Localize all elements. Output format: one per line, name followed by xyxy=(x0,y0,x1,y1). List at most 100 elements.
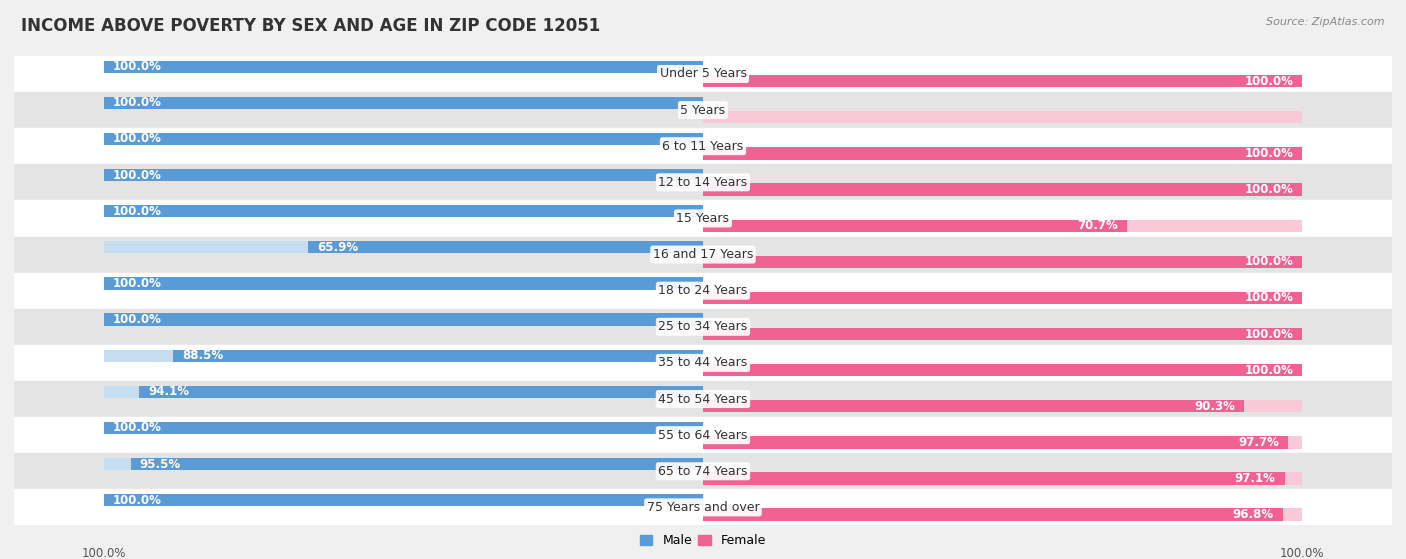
Text: 100.0%: 100.0% xyxy=(1244,75,1294,88)
Text: 70.7%: 70.7% xyxy=(1077,219,1118,232)
Bar xyxy=(703,75,1302,87)
Bar xyxy=(14,417,1392,453)
Text: 35 to 44 Years: 35 to 44 Years xyxy=(658,357,748,369)
Bar xyxy=(104,97,703,109)
Bar xyxy=(703,75,1302,87)
Text: Source: ZipAtlas.com: Source: ZipAtlas.com xyxy=(1267,17,1385,27)
Bar xyxy=(308,241,703,253)
Bar xyxy=(703,220,1126,232)
Bar xyxy=(104,169,703,181)
Text: Under 5 Years: Under 5 Years xyxy=(659,68,747,80)
Bar xyxy=(703,509,1282,521)
Text: 100.0%: 100.0% xyxy=(112,60,162,73)
Text: 97.1%: 97.1% xyxy=(1234,472,1275,485)
Bar xyxy=(14,236,1392,273)
Bar xyxy=(173,349,703,362)
Bar xyxy=(703,292,1302,304)
Bar xyxy=(14,489,1392,525)
Text: 100.0%: 100.0% xyxy=(112,277,162,290)
Text: 100.0%: 100.0% xyxy=(1244,328,1294,340)
Bar xyxy=(703,400,1244,413)
Bar xyxy=(703,509,1302,521)
Bar xyxy=(703,364,1302,376)
Bar xyxy=(703,328,1302,340)
Bar xyxy=(104,314,703,326)
Bar xyxy=(139,386,703,398)
Bar xyxy=(703,292,1302,304)
Bar xyxy=(104,314,703,326)
Text: 75 Years and over: 75 Years and over xyxy=(647,501,759,514)
Bar xyxy=(104,494,703,506)
Text: 100.0%: 100.0% xyxy=(1244,183,1294,196)
Bar xyxy=(104,349,703,362)
Bar xyxy=(703,436,1302,448)
Text: 100.0%: 100.0% xyxy=(1244,147,1294,160)
Text: 6 to 11 Years: 6 to 11 Years xyxy=(662,140,744,153)
Bar xyxy=(104,205,703,217)
Bar xyxy=(14,200,1392,236)
Text: 25 to 34 Years: 25 to 34 Years xyxy=(658,320,748,333)
Text: 45 to 54 Years: 45 to 54 Years xyxy=(658,392,748,405)
Bar xyxy=(104,277,703,290)
Bar xyxy=(104,458,703,470)
Bar xyxy=(104,241,703,253)
Text: 65.9%: 65.9% xyxy=(318,241,359,254)
Bar xyxy=(703,328,1302,340)
Bar xyxy=(131,458,703,470)
Bar xyxy=(14,56,1392,92)
Bar xyxy=(703,472,1285,485)
Bar xyxy=(703,255,1302,268)
Text: 88.5%: 88.5% xyxy=(181,349,224,362)
Bar xyxy=(104,97,703,109)
Text: 100.0%: 100.0% xyxy=(1244,291,1294,305)
Bar xyxy=(104,277,703,290)
Text: 100.0%: 100.0% xyxy=(112,313,162,326)
Bar xyxy=(703,220,1302,232)
Text: 94.1%: 94.1% xyxy=(148,385,190,399)
Bar xyxy=(14,164,1392,200)
Text: 97.7%: 97.7% xyxy=(1239,436,1279,449)
Bar xyxy=(703,111,1302,124)
Text: 100.0%: 100.0% xyxy=(112,205,162,217)
Bar xyxy=(104,60,703,73)
Text: 18 to 24 Years: 18 to 24 Years xyxy=(658,284,748,297)
Text: 15 Years: 15 Years xyxy=(676,212,730,225)
Bar xyxy=(14,345,1392,381)
Bar xyxy=(104,169,703,181)
Bar xyxy=(703,147,1302,159)
Bar xyxy=(14,453,1392,489)
Bar xyxy=(703,255,1302,268)
Bar xyxy=(703,400,1302,413)
Text: 90.3%: 90.3% xyxy=(1194,400,1234,413)
Bar xyxy=(104,205,703,217)
Text: 55 to 64 Years: 55 to 64 Years xyxy=(658,429,748,442)
Bar xyxy=(703,183,1302,196)
Text: 100.0%: 100.0% xyxy=(112,421,162,434)
Bar xyxy=(703,472,1302,485)
Bar xyxy=(703,364,1302,376)
Bar xyxy=(104,386,703,398)
Bar xyxy=(703,147,1302,159)
Bar xyxy=(104,422,703,434)
Text: 100.0%: 100.0% xyxy=(1279,547,1324,559)
Text: 65 to 74 Years: 65 to 74 Years xyxy=(658,465,748,478)
Text: 100.0%: 100.0% xyxy=(82,547,127,559)
Bar xyxy=(104,422,703,434)
Text: 100.0%: 100.0% xyxy=(112,494,162,506)
Bar xyxy=(104,133,703,145)
Bar xyxy=(14,381,1392,417)
Text: 96.8%: 96.8% xyxy=(1233,508,1274,521)
Text: 100.0%: 100.0% xyxy=(112,132,162,145)
Bar xyxy=(104,133,703,145)
Bar xyxy=(104,60,703,73)
Bar xyxy=(703,436,1288,448)
Bar xyxy=(14,309,1392,345)
Text: 12 to 14 Years: 12 to 14 Years xyxy=(658,176,748,189)
Text: 100.0%: 100.0% xyxy=(112,96,162,110)
Bar xyxy=(14,273,1392,309)
Text: 95.5%: 95.5% xyxy=(139,458,181,471)
Text: 16 and 17 Years: 16 and 17 Years xyxy=(652,248,754,261)
Bar xyxy=(14,92,1392,128)
Text: 100.0%: 100.0% xyxy=(1244,364,1294,377)
Text: INCOME ABOVE POVERTY BY SEX AND AGE IN ZIP CODE 12051: INCOME ABOVE POVERTY BY SEX AND AGE IN Z… xyxy=(21,17,600,35)
